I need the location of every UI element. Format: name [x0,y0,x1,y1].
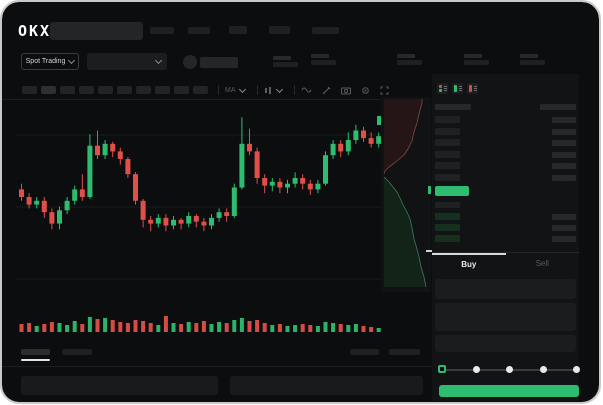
market-type-dropdown[interactable]: Spot Trading [21,53,79,70]
divider [256,85,258,95]
ma-label: MA [225,86,236,94]
buy-submit-button[interactable] [439,385,579,397]
order-book-row[interactable] [435,174,576,181]
camera-icon [340,87,351,94]
book-asks-icon[interactable] [467,83,478,94]
amount-input[interactable] [435,303,576,331]
pair-selector-dropdown[interactable] [87,53,167,70]
chevron-down-icon [154,56,163,65]
divider [218,85,219,95]
depth-bid-marker [428,186,431,194]
ma-overlay-button[interactable]: MA [225,85,246,94]
line-tool-button[interactable] [301,86,312,94]
search-input[interactable] [50,22,143,40]
order-book-row[interactable] [435,139,576,147]
snapshot-button[interactable] [340,86,351,95]
market-stat [273,56,298,67]
nav-item[interactable] [188,27,210,34]
draw-tool-button[interactable] [322,86,331,95]
orders-panel-placeholder [21,376,218,395]
last-price-badge[interactable] [435,186,469,196]
divider [2,99,432,100]
fullscreen-button[interactable] [380,86,389,95]
gear-icon [361,86,369,94]
slider-handle[interactable] [438,365,446,373]
chart-bottom-tab-active[interactable] [21,349,50,355]
slider-stop[interactable] [539,366,547,373]
total-input[interactable] [435,335,576,352]
timeframe-button[interactable] [155,86,170,94]
book-bids-icon[interactable] [452,83,463,94]
order-book-row[interactable] [435,202,576,209]
market-stat [397,54,422,65]
history-panel-placeholder [230,376,423,395]
chart-toolbar: MA [22,84,395,96]
chevron-down-icon [68,56,76,65]
pair-price-placeholder [200,57,238,68]
timeframe-button[interactable] [22,86,37,94]
chart-bottom-action[interactable] [350,349,379,355]
wave-icon [301,87,311,93]
slider-stop[interactable] [506,366,513,373]
order-book-panel: Buy Sell [432,74,580,401]
indicator-button[interactable] [264,85,283,95]
order-book-row[interactable] [435,235,576,242]
last-price-marker [377,116,381,125]
order-side-tabs: Buy Sell [432,252,579,274]
timeframe-button[interactable] [60,86,75,94]
market-stat [311,54,336,65]
nav-item[interactable] [229,26,247,34]
slider-stop[interactable] [472,366,480,373]
nav-item[interactable] [150,27,174,34]
order-book-row[interactable] [435,116,576,123]
expand-icon [380,86,388,94]
tab-sell[interactable]: Sell [506,253,580,274]
chevron-down-icon [275,85,283,93]
timeframe-button[interactable] [41,86,56,94]
chart-bottom-tab[interactable] [62,349,92,355]
timeframe-button[interactable] [98,86,113,94]
chart-bottom-action[interactable] [389,349,420,355]
sell-label: Sell [535,259,549,268]
order-book-row[interactable] [435,162,576,170]
slider-stop[interactable] [573,366,580,373]
order-book-row[interactable] [435,224,576,231]
chart-settings-button[interactable] [361,86,370,95]
candlestick-chart[interactable] [16,100,384,336]
price-input[interactable] [435,279,576,299]
timeframe-button[interactable] [174,86,189,94]
order-book-row[interactable] [435,213,576,220]
pencil-icon [322,86,330,94]
chevron-down-icon [238,85,246,93]
order-book-row[interactable] [435,150,576,158]
nav-item[interactable] [269,26,290,34]
timeframe-button[interactable] [136,86,151,94]
divider [293,85,295,95]
timeframe-button[interactable] [193,86,208,94]
market-type-label: Spot Trading [25,58,66,65]
depth-chart[interactable] [381,97,431,292]
order-book-header [435,104,576,110]
depth-price-marker [426,250,436,252]
timeframe-button[interactable] [117,86,132,94]
order-book-row[interactable] [435,127,576,135]
timeframe-button[interactable] [79,86,94,94]
market-stat [464,54,489,65]
nav-item[interactable] [312,27,339,34]
market-stat [520,54,545,65]
active-tab-indicator [21,359,50,361]
book-both-icon[interactable] [437,83,448,94]
coin-icon [183,55,197,69]
indicator-icon [264,86,271,94]
divider [2,366,432,367]
tab-buy[interactable]: Buy [432,253,506,274]
okx-logo: OKX [18,22,52,40]
buy-label: Buy [461,260,477,269]
